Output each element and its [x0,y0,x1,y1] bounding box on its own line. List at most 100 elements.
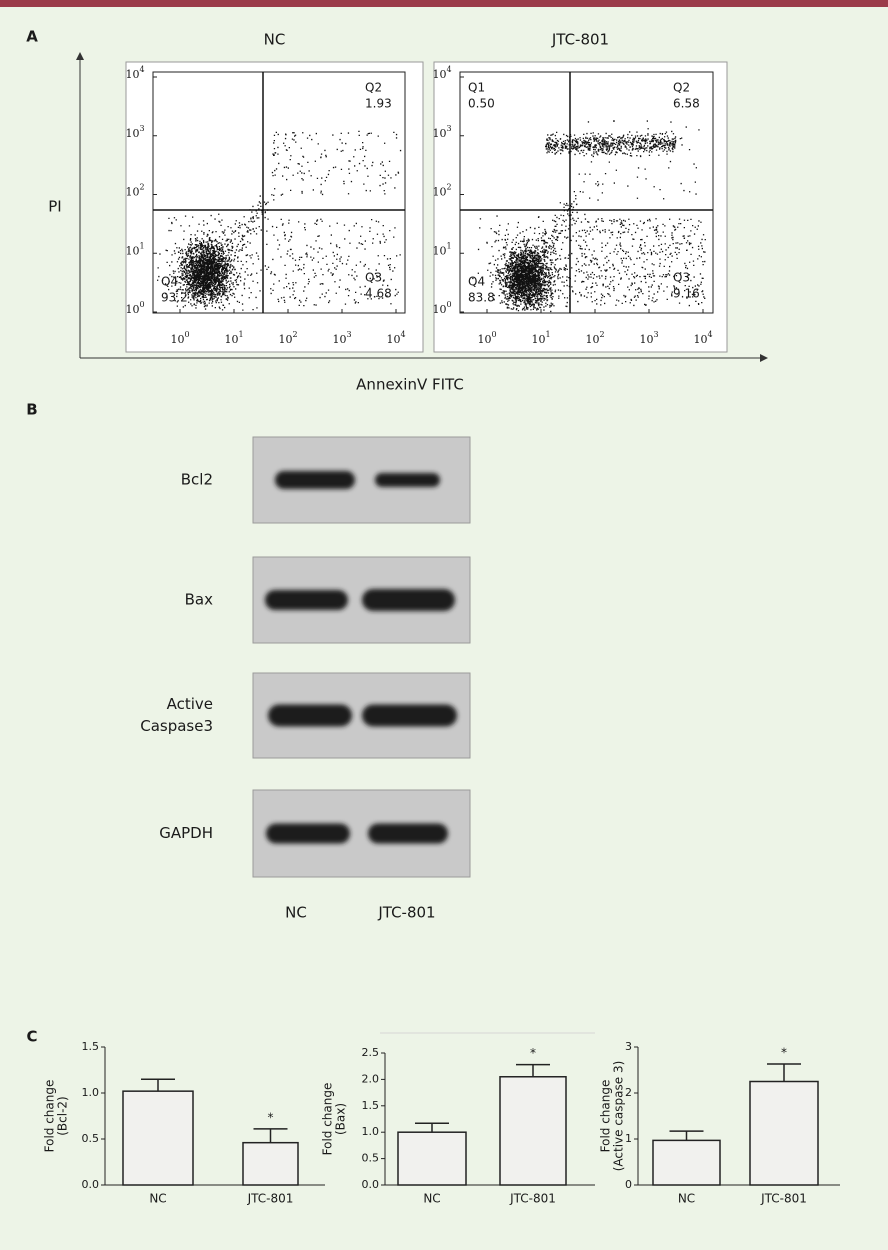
bar [652,1139,721,1186]
tick-base: 10 [432,68,446,81]
y-tick-label: 2 [625,1086,632,1099]
y-axis-label: Fold change [599,1080,613,1153]
tick-exponent: 3 [653,330,658,339]
y-tick-label: 104 [432,65,451,81]
error-bar [253,1128,288,1143]
error-bar [669,1130,704,1141]
tick-exponent: 4 [446,65,451,74]
tick-base: 10 [125,68,139,81]
blot-band [265,590,348,610]
tick-base: 10 [125,303,139,316]
tick-exponent: 0 [184,330,189,339]
blot-label: Active [167,695,213,713]
quadrant-name: Q1 [468,81,485,95]
tick-exponent: 3 [346,330,351,339]
top-bar [0,0,888,7]
x-tick-label: JTC-801 [509,1192,556,1206]
panel-label: A [26,28,38,46]
significance-label: * [268,1110,274,1124]
tick-exponent: 4 [139,65,144,74]
tick-exponent: 2 [139,183,144,192]
tick-base: 10 [332,333,346,346]
blot-band [266,823,350,844]
quadrant-value: 9.16 [673,287,700,301]
tick-exponent: 3 [446,124,451,133]
tick-exponent: 1 [238,330,243,339]
quadrant-value: 1.93 [365,97,392,111]
tick-base: 10 [432,127,446,140]
tick-base: 10 [639,333,653,346]
y-axis-label: (Active caspase 3) [612,1061,626,1172]
y-tick-label: 103 [125,124,144,140]
y-tick-label: 2.0 [362,1072,380,1085]
quadrant-name: Q4 [161,275,178,289]
axis-label: AnnexinV FITC [356,376,464,394]
y-tick-label: 2.5 [362,1046,380,1059]
blot-band [375,473,440,487]
x-tick-label: 103 [639,330,658,346]
y-tick-label: 0 [625,1178,632,1191]
y-tick-label: 0.5 [82,1132,100,1145]
tick-base: 10 [224,333,238,346]
error-bar [767,1063,801,1082]
tick-base: 10 [432,186,446,199]
y-axis-label: Fold change [43,1080,57,1153]
tick-exponent: 4 [400,330,405,339]
quadrant-name: Q4 [468,275,485,289]
y-tick-label: 0.5 [362,1152,380,1165]
y-tick-label: 101 [432,241,451,257]
blot-label: Bax [185,591,213,609]
y-tick-label: 101 [125,241,144,257]
blot-band [275,471,355,489]
blot-band [368,823,448,844]
lane-label: JTC-801 [377,904,435,922]
x-tick-label: 102 [278,330,297,346]
bar [122,1090,194,1186]
y-tick-label: 3 [625,1040,632,1053]
quadrant-name: Q2 [365,81,382,95]
error-bar [415,1122,449,1133]
tick-exponent: 1 [446,241,451,250]
panel-label: C [26,1028,37,1046]
y-tick-label: 0.0 [82,1178,100,1191]
quadrant-value: 4.68 [365,287,392,301]
blot-label: Caspase3 [140,717,213,735]
blot-band [268,704,352,727]
y-tick-label: 102 [432,183,451,199]
tick-base: 10 [125,244,139,257]
quadrant-name: Q3 [365,271,382,285]
significance-label: * [781,1046,787,1060]
tick-base: 10 [693,333,707,346]
y-tick-label: 0.0 [362,1178,380,1191]
x-tick-label: 104 [693,330,712,346]
tick-base: 10 [585,333,599,346]
event-dots [157,130,402,311]
tick-exponent: 0 [139,300,144,309]
quadrant-value: 6.58 [673,97,700,111]
x-tick-label: JTC-801 [247,1192,294,1206]
tick-base: 10 [170,333,184,346]
x-tick-label: 104 [386,330,405,346]
x-tick-label: JTC-801 [760,1192,807,1206]
tick-exponent: 3 [139,124,144,133]
y-axis-label: Fold change [321,1083,335,1156]
y-axis-label: (Bcl-2) [56,1096,70,1136]
error-bar [141,1078,175,1092]
panel-label: B [26,401,37,419]
y-tick-label: 1 [625,1132,632,1145]
y-tick-label: 1.5 [362,1099,380,1112]
axis-label: PI [48,198,61,216]
tick-base: 10 [125,127,139,140]
tick-exponent: 2 [446,183,451,192]
quadrant-value: 93.2 [161,291,188,305]
quadrant-name: Q3 [673,271,690,285]
y-tick-label: 1.5 [82,1040,100,1053]
blot-band [362,704,457,727]
tick-base: 10 [125,186,139,199]
bar [397,1131,467,1186]
tick-base: 10 [386,333,400,346]
error-bar [516,1063,550,1077]
x-tick-label: NC [423,1192,440,1206]
x-tick-label: NC [678,1192,695,1206]
